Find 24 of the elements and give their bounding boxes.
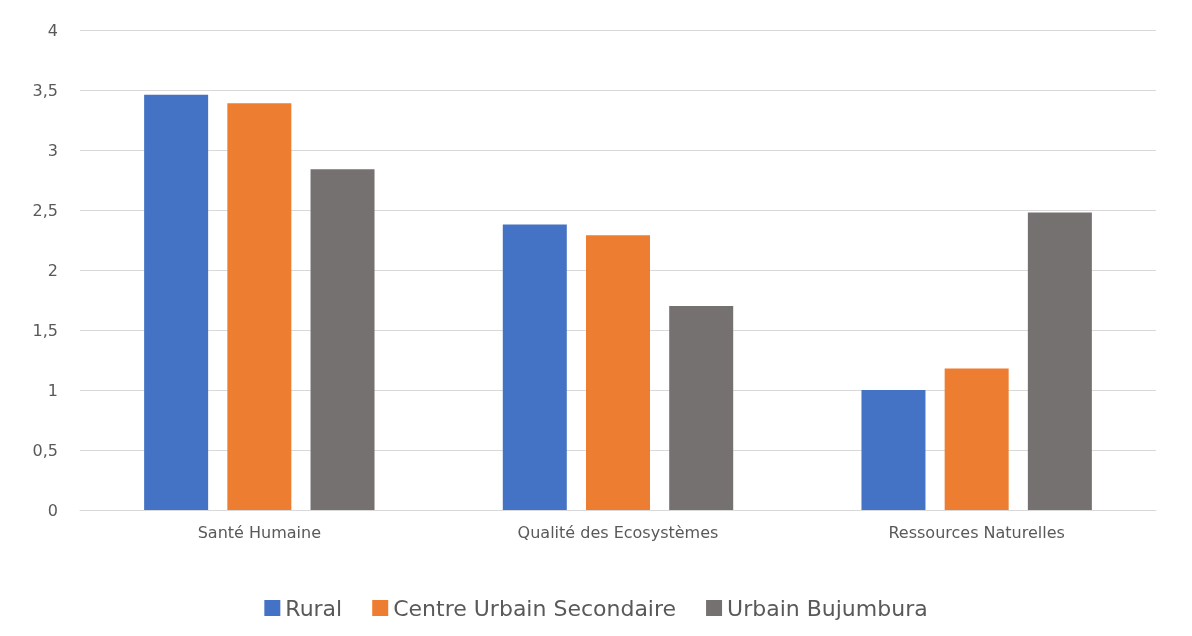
bar <box>586 235 650 510</box>
y-tick-label: 2 <box>47 260 58 280</box>
bar <box>669 306 734 510</box>
y-tick-label: 2,5 <box>32 200 58 220</box>
y-tick-label: 3,5 <box>32 80 58 100</box>
bar <box>944 368 1009 510</box>
y-tick-label: 0,5 <box>32 440 58 460</box>
x-tick-label: Santé Humaine <box>197 522 321 542</box>
x-tick-label: Ressources Naturelles <box>888 522 1065 542</box>
x-tick-label: Qualité des Ecosystèmes <box>517 522 719 542</box>
y-tick-label: 4 <box>47 20 58 40</box>
legend-label: Centre Urbain Secondaire <box>393 595 677 621</box>
bar <box>310 169 375 510</box>
y-tick-label: 1 <box>47 380 58 400</box>
legend-label: Rural <box>285 595 343 621</box>
bar <box>1027 212 1092 510</box>
y-tick-label: 0 <box>47 500 58 520</box>
bar <box>502 224 567 510</box>
bar <box>227 103 292 510</box>
legend-label: Urbain Bujumbura <box>727 595 928 621</box>
y-tick-label: 3 <box>47 140 58 160</box>
bar <box>861 390 926 510</box>
bar <box>144 94 209 510</box>
y-tick-label: 1,5 <box>32 320 58 340</box>
